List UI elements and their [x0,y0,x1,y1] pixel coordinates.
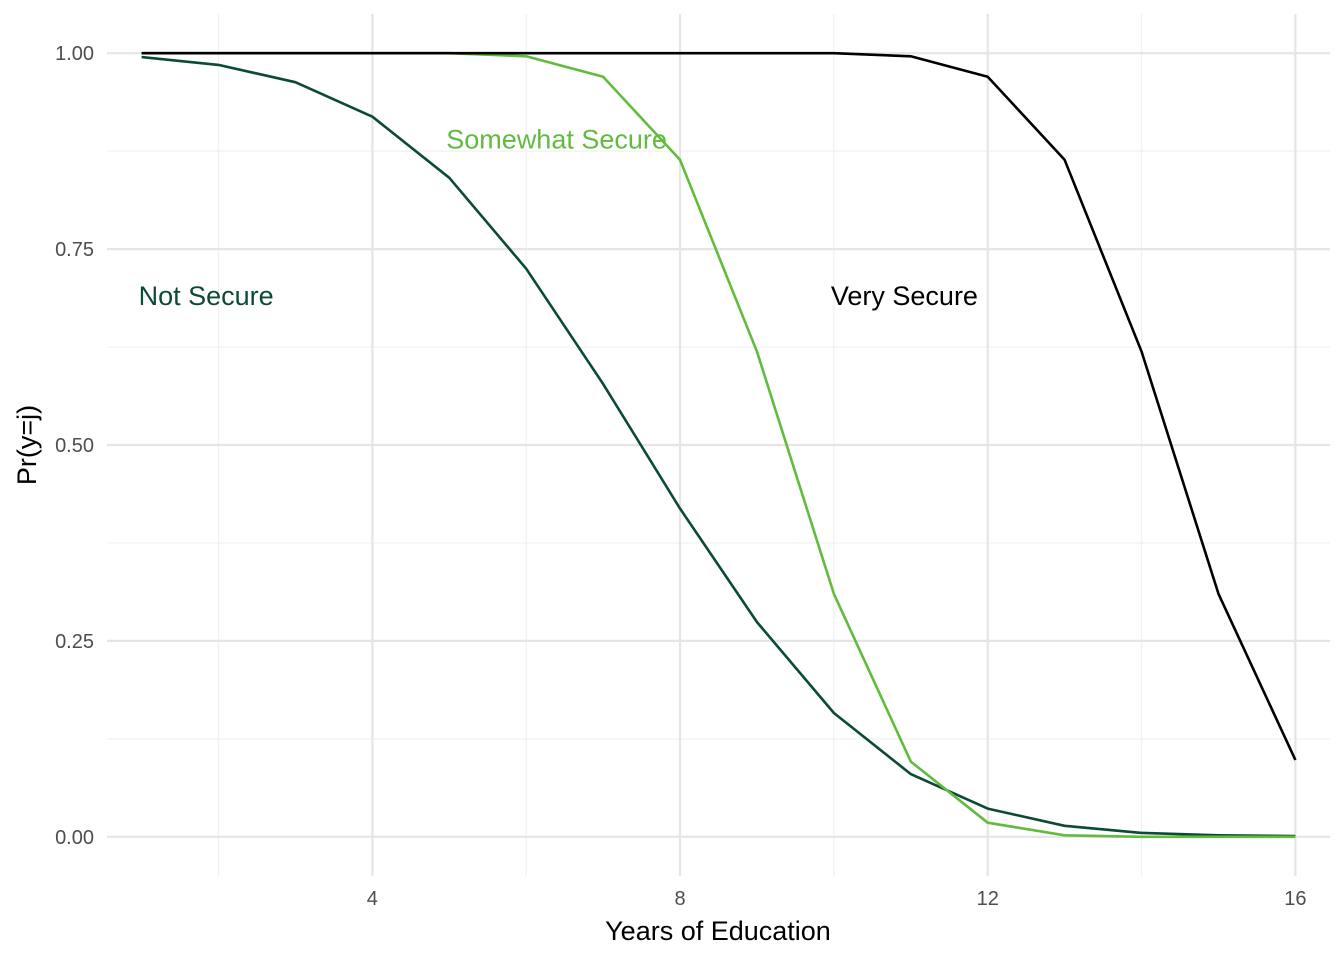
y-axis-title: Pr(y=j) [12,405,42,485]
series-label-very-secure: Very Secure [831,281,978,311]
series-label-somewhat-secure: Somewhat Secure [446,124,667,154]
x-tick-label: 4 [367,888,378,910]
major-gridlines [107,14,1330,876]
series-line-not-secure [141,55,1296,838]
x-tick-label: 16 [1284,888,1306,910]
series-label-not-secure: Not Secure [139,281,274,311]
x-tick-label: 8 [674,888,685,910]
series-lines [141,51,1297,839]
y-tick-label: 1.00 [55,43,94,65]
y-tick-label: 0.50 [55,435,94,457]
y-tick-label: 0.00 [55,827,94,849]
x-axis-title: Years of Education [605,916,831,946]
y-tick-label: 0.75 [55,239,94,261]
minor-gridlines [107,14,1330,876]
series-labels: Not Secure Somewhat Secure Very Secure [139,124,978,311]
x-axis-tick-labels: 4 8 12 16 [367,888,1307,910]
y-tick-label: 0.25 [55,631,94,653]
x-tick-label: 12 [977,888,999,910]
series-line-very-secure [141,51,1297,761]
y-axis-tick-labels: 0.00 0.25 0.50 0.75 1.00 [55,43,94,849]
